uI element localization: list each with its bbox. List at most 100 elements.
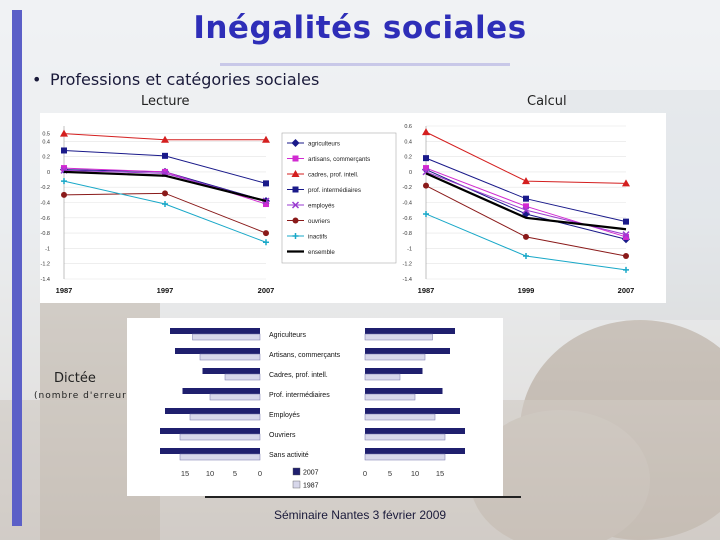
dictee-bar-2007-left <box>170 328 260 334</box>
calcul-x-ticks: 1987 1999 2007 <box>418 286 635 295</box>
dictee-category-label: Agriculteurs <box>269 332 306 339</box>
dictee-bar-1987-left <box>189 413 261 421</box>
title-underline <box>220 63 510 66</box>
dictee-bar-2007-right <box>365 448 465 454</box>
calc-data-point <box>423 165 429 172</box>
dictee-xtick-label: 5 <box>388 469 392 478</box>
lect-data-point <box>60 129 68 137</box>
dictee-xtick-label: 0 <box>363 469 367 478</box>
dictee-bar-2007-left <box>175 348 260 354</box>
dictee-bar-2007-right <box>365 348 450 354</box>
lect-ytick-label: -1.4 <box>41 277 50 283</box>
lect-data-point <box>162 201 168 208</box>
dictee-bars <box>160 320 465 466</box>
dictee-x-ticks: 15 10 5 0 0 5 10 15 <box>181 469 444 478</box>
legend-entry: inactifs <box>308 233 327 240</box>
dictee-xtick-label: 5 <box>233 469 237 478</box>
lect-ytick-label: -1 <box>45 246 50 252</box>
calc-ytick-label: -0.6 <box>403 216 412 222</box>
dictee-bar-1987-right <box>364 333 433 341</box>
dictee-xtick-label: 15 <box>436 469 444 478</box>
lect-data-point <box>262 135 270 143</box>
calc-ytick-label: -1.4 <box>403 277 412 283</box>
lect-ytick-label: -0.4 <box>41 201 50 207</box>
dictee-category-label: Artisans, commerçants <box>269 352 341 359</box>
slide-title: Inégalités sociales <box>193 10 527 46</box>
calc-data-point <box>623 266 629 273</box>
lect-ytick-label: -0.6 <box>41 216 50 222</box>
dictee-bar-2007-right <box>365 408 460 414</box>
dictee-bar-2007-left <box>165 408 260 414</box>
legend-entry: ensemble <box>308 249 335 256</box>
dictee-bar-2007-right <box>365 388 443 394</box>
lect-ytick-label: -0.8 <box>41 231 50 237</box>
calcul-y-ticks: 0.6 0.4 0.2 0 -0.2 -0.4 -0.6 -0.8 -1 -1.2 -1.4 <box>403 124 412 283</box>
legend-marker <box>292 155 299 162</box>
dictee-bar-2007-left <box>160 428 260 434</box>
dictee-bar-1987-left <box>179 433 261 441</box>
dictee-bar-1987-right <box>364 413 436 421</box>
bullet-text: Professions et catégories sociales <box>50 70 320 89</box>
dictee-category-label: Cadres, prof. intell. <box>269 372 328 379</box>
dictee-category-labels: Agriculteurs Artisans, commerçants Cadres,… <box>269 332 341 459</box>
calc-xtick-label: 2007 <box>618 286 635 295</box>
calc-data-point <box>622 179 630 187</box>
calc-data-point <box>623 218 629 225</box>
lect-data-point <box>263 180 269 187</box>
legend-entry: cadres, prof. intell. <box>308 171 359 178</box>
dictee-category-label: Ouvriers <box>269 432 296 439</box>
legend-marker <box>292 217 299 224</box>
dictee-bar-1987-left <box>192 333 261 341</box>
lect-data-point <box>161 135 169 143</box>
legend-entry: artisans, commerçants <box>308 156 370 163</box>
footer-text: Séminaire Nantes 3 février 2009 <box>273 508 447 522</box>
calc-ytick-label: -1 <box>407 246 412 252</box>
dictee-bar-1987-left <box>224 373 261 381</box>
calc-ytick-label: 0.2 <box>404 155 412 161</box>
lecture-x-ticks: 1987 1997 2007 <box>56 286 275 295</box>
dictee-xtick-label: 10 <box>206 469 214 478</box>
dictee-bar-2007-left <box>202 368 260 374</box>
legend-marker <box>291 139 300 147</box>
lect-data-point <box>263 230 269 237</box>
calc-data-point <box>623 253 629 260</box>
dictee-bar-1987-right <box>364 453 446 461</box>
lect-ytick-label: -0.2 <box>41 185 50 191</box>
dictee-legend: 2007 1987 <box>292 467 319 490</box>
calc-data-point <box>422 128 430 136</box>
left-accent-bar <box>12 10 22 526</box>
dictee-xtick-label: 10 <box>411 469 419 478</box>
dictee-bar-2007-left <box>160 448 260 454</box>
calc-data-point <box>622 231 630 239</box>
dictee-bar-1987-left <box>199 353 261 361</box>
calc-ytick-label: -0.2 <box>403 185 412 191</box>
dictee-xtick-label: 0 <box>258 469 262 478</box>
lect-ytick-label: 0.4 <box>42 139 50 145</box>
calc-data-point <box>523 195 529 202</box>
calc-ytick-label: -0.8 <box>403 231 412 237</box>
label-dictee-sub: (nombre d'erreurs) <box>34 391 138 401</box>
calc-data-point <box>423 155 429 162</box>
calc-ytick-label: -1.2 <box>403 262 412 268</box>
lecture-y-ticks: 0.50.4 0.2 0 -0.2 -0.4 -0.6 -0.8 -1 -1.2 -1.4 <box>41 132 50 283</box>
legend-box <box>281 132 397 264</box>
legend-marker <box>292 233 299 239</box>
lect-xtick-label: 1997 <box>157 286 174 295</box>
chart-calcul: 0.6 0.4 0.2 0 -0.2 -0.4 -0.6 -0.8 -1 -1.2 -1.4 198… <box>400 113 666 303</box>
lect-data-point <box>162 190 168 197</box>
calc-ytick-label: 0.4 <box>404 139 412 145</box>
dictee-bar-2007-right <box>365 428 465 434</box>
lect-ytick-label: 0.2 <box>42 155 50 161</box>
calc-series-line <box>425 131 627 184</box>
calc-ytick-label: -0.4 <box>403 201 412 207</box>
calc-xtick-label: 1987 <box>418 286 435 295</box>
calc-ytick-label: 0.6 <box>404 124 412 130</box>
dictee-center-panel <box>260 320 365 466</box>
lect-ytick-label: 0 <box>47 170 50 176</box>
dictee-xtick-label: 15 <box>181 469 189 478</box>
dictee-bar-1987-left <box>209 393 261 401</box>
lect-xtick-label: 2007 <box>258 286 275 295</box>
dictee-bar-1987-right <box>364 373 401 381</box>
calc-data-point <box>623 233 629 240</box>
label-lecture: Lecture <box>141 94 190 109</box>
